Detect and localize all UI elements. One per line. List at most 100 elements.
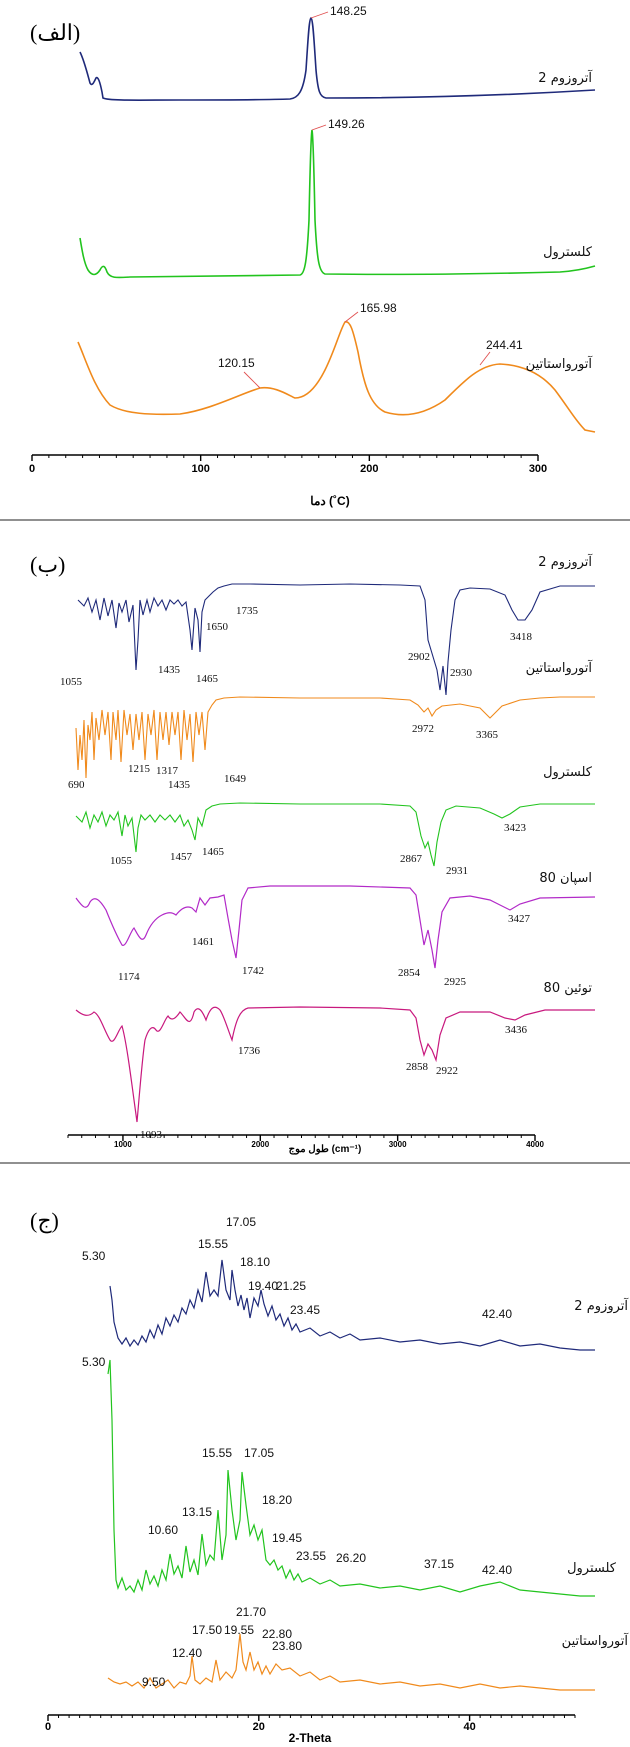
xrd-curve-atrosome2: [109, 1259, 595, 1351]
peak-label: 1465: [196, 673, 219, 685]
peak-label: 2902: [408, 651, 430, 663]
peak-label: 19.40: [248, 1279, 278, 1293]
peak-label: 120.15: [218, 356, 255, 370]
peak-label: 1650: [206, 621, 229, 633]
series-label-cholesterol: کلسترول: [543, 245, 593, 260]
xrd-curve-atorvastatin: [107, 1633, 595, 1691]
ftir-curve-atorvastatin: [75, 696, 595, 779]
peak-label: 3423: [504, 822, 527, 834]
peak-label: 23.45: [290, 1303, 320, 1317]
peak-label: 22.80: [262, 1627, 292, 1641]
series-label-cholesterol: کلسترول: [567, 1561, 617, 1576]
x-tick-label: 40: [463, 1721, 475, 1733]
peak-leader: [243, 371, 261, 389]
peak-label: 1735: [236, 605, 259, 617]
peak-label: 1317: [156, 765, 179, 777]
peak-label: 37.15: [424, 1557, 454, 1571]
peak-label: 10.60: [148, 1523, 178, 1537]
x-tick-label: 0: [29, 463, 35, 475]
peak-label: 1649: [224, 773, 247, 785]
peak-label: 17.05: [244, 1446, 274, 1460]
peak-label: 15.55: [202, 1446, 232, 1460]
peak-label: 149.26: [328, 117, 365, 131]
peak-label: 3365: [476, 729, 499, 741]
peak-label: 1465: [202, 846, 225, 858]
peak-label: 2972: [412, 723, 434, 735]
peak-label: 13.15: [182, 1505, 212, 1519]
peak-label: 21.70: [236, 1605, 266, 1619]
series-label-atorvastatin: آتورواستاتین: [526, 355, 594, 372]
x-tick-label: 20: [253, 1721, 265, 1733]
series-label-atrosome2: آتروزوم 2: [538, 553, 593, 570]
peak-label: 2931: [446, 865, 468, 877]
series-label-span80: اسپان 80: [539, 871, 592, 886]
peak-label: 148.25: [330, 4, 367, 18]
peak-label: 15.55: [198, 1237, 228, 1251]
peak-label: 2925: [444, 976, 467, 988]
dsc-curve-atrosome2: [79, 17, 596, 101]
panel-a-label: (الف): [30, 20, 80, 45]
x-tick-label: 300: [529, 463, 547, 475]
panel-b: (ب) 1055 1435 1465 1650 1735 2902 2930 3…: [30, 552, 596, 1155]
panel-b-label: (ب): [30, 552, 65, 577]
series-label-atrosome2: آتروزوم 2: [538, 69, 593, 86]
x-tick-label: 1000: [114, 1140, 132, 1149]
x-tick-label: 0: [45, 1721, 51, 1733]
peak-leader: [344, 311, 359, 323]
series-label-atorvastatin: آتورواستاتین: [562, 1632, 630, 1649]
peak-label: 3427: [508, 913, 531, 925]
x-axis: 0 100 200 300: [29, 454, 547, 475]
peak-label: 21.25: [276, 1279, 306, 1293]
ftir-curve-tween80: [75, 1006, 595, 1123]
peak-label: 23.80: [272, 1639, 302, 1653]
x-tick-label: 200: [360, 463, 378, 475]
panel-a: (الف) 148.25 آتروزوم 2 149.26 کلسترول 12…: [29, 4, 596, 508]
x-tick-label: 100: [191, 463, 209, 475]
peak-label: 17.05: [226, 1215, 256, 1229]
peak-label: 23.55: [296, 1549, 326, 1563]
peak-label: 2858: [406, 1061, 429, 1073]
peak-label: 1055: [110, 855, 133, 867]
peak-label: 1461: [192, 936, 214, 948]
peak-leader: [479, 351, 491, 366]
peak-label: 18.20: [262, 1493, 292, 1507]
peak-label: 690: [68, 779, 85, 791]
dsc-curve-cholesterol: [79, 129, 596, 279]
peak-label: 1457: [170, 851, 193, 863]
peak-label: 1742: [242, 965, 264, 977]
peak-label: 1435: [168, 779, 191, 791]
panel-c-label: (ج): [30, 1208, 59, 1234]
peak-label: 19.55: [224, 1623, 254, 1637]
x-tick-label: 4000: [526, 1140, 544, 1149]
ftir-curve-span80: [75, 885, 596, 969]
peak-label: 5.30: [82, 1249, 106, 1263]
peak-label: 2867: [400, 853, 423, 865]
x-tick-label: 2000: [251, 1140, 269, 1149]
peak-label: 1055: [60, 676, 83, 688]
peak-label: 2854: [398, 967, 421, 979]
ftir-curve-atrosome2: [77, 583, 595, 696]
series-label-atrosome2: آتروزوم 2: [574, 1297, 629, 1314]
peak-label: 1736: [238, 1045, 261, 1057]
peak-label: 18.10: [240, 1255, 270, 1269]
panel-c: (ج) 5.30 15.55 17.05 18.10 19.40 21.25 2…: [30, 1208, 629, 1745]
peak-label: 1174: [118, 971, 140, 983]
x-axis: 0 20 40: [45, 1714, 576, 1733]
peak-label: 42.40: [482, 1563, 512, 1577]
peak-leader: [311, 124, 327, 131]
x-axis-title: دما (˚C): [310, 494, 349, 508]
peak-label: 244.41: [486, 338, 523, 352]
peak-label: 3436: [505, 1024, 528, 1036]
x-tick-label: 3000: [389, 1140, 407, 1149]
peak-label: 19.45: [272, 1531, 302, 1545]
peak-label: 26.20: [336, 1551, 366, 1565]
series-label-atorvastatin: آتورواستاتین: [526, 659, 594, 676]
ftir-curve-cholesterol: [75, 802, 595, 867]
series-label-cholesterol: کلسترول: [543, 765, 593, 780]
x-axis-title: طول موج (cm⁻¹): [289, 1144, 362, 1155]
peak-label: 42.40: [482, 1307, 512, 1321]
peak-label: 2922: [436, 1065, 458, 1077]
xrd-curve-cholesterol: [107, 1359, 595, 1597]
x-axis: 1000 2000 3000 4000: [67, 1134, 544, 1149]
